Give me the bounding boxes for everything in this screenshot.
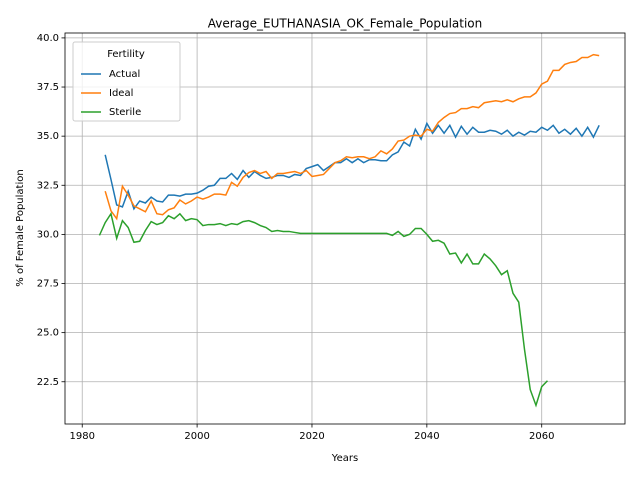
legend-box <box>72 41 181 122</box>
y-axis-label: % of Female Population <box>15 169 26 286</box>
x-tick-label: 2020 <box>299 431 324 442</box>
line-series <box>104 121 600 211</box>
y-tick-label: 30.0 <box>37 229 59 240</box>
y-tick-label: 22.5 <box>37 377 59 388</box>
line-series <box>98 211 548 408</box>
y-tick-label: 40.0 <box>37 33 59 44</box>
legend-label: Actual <box>109 69 140 80</box>
x-tick-label: 2040 <box>414 431 439 442</box>
x-tick-label: 2000 <box>184 431 209 442</box>
x-tick-label: 1980 <box>70 431 95 442</box>
legend-label: Sterile <box>109 107 141 118</box>
legend-title: Fertility <box>107 49 145 60</box>
legend-label: Ideal <box>109 88 133 99</box>
y-tick-label: 27.5 <box>37 279 59 290</box>
line-series <box>104 53 600 221</box>
y-tick-label: 25.0 <box>37 328 59 339</box>
x-axis-label: Years <box>331 453 358 464</box>
y-tick-label: 37.5 <box>37 82 59 93</box>
chart-title: Average_EUTHANASIA_OK_Female_Population <box>208 17 483 31</box>
plot-frame <box>64 32 626 425</box>
y-tick-label: 35.0 <box>37 131 59 142</box>
x-tick-label: 2060 <box>529 431 554 442</box>
y-tick-label: 32.5 <box>37 180 59 191</box>
